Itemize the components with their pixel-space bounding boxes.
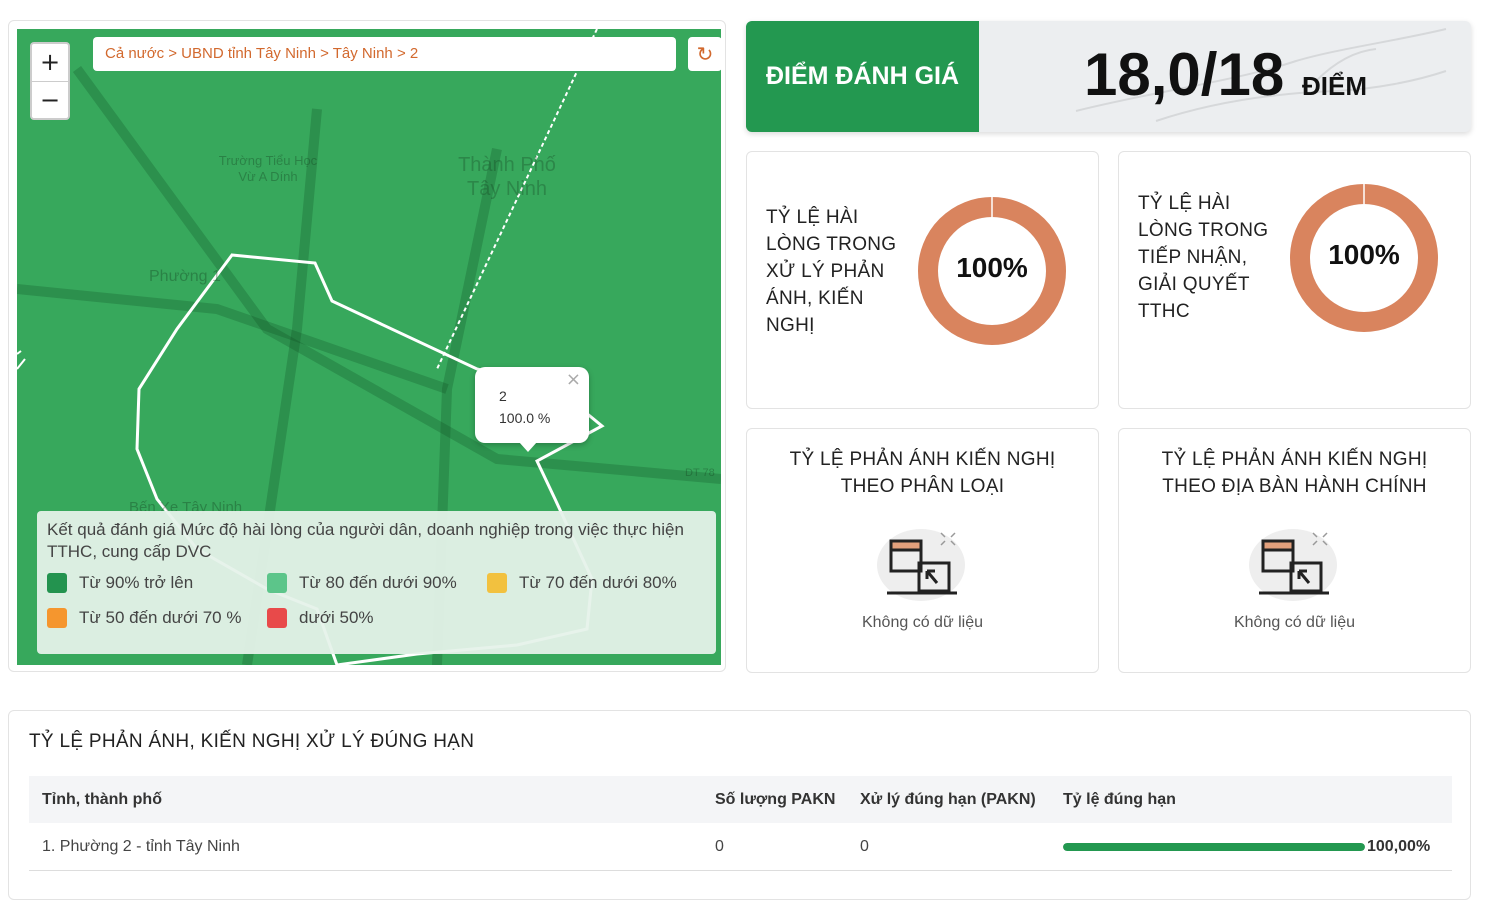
label-line: XỬ LÝ PHẢN xyxy=(766,261,885,282)
score-value: 18,0/18 xyxy=(1084,41,1285,108)
satisfaction-pakn-donut xyxy=(918,197,1066,345)
cell-count: 0 xyxy=(715,838,724,855)
satisfaction-tthc-donut xyxy=(1290,184,1438,332)
title-line: TỶ LỆ PHẢN ÁNH KIẾN NGHỊ xyxy=(1161,449,1428,470)
pakn-by-area-title: TỶ LỆ PHẢN ÁNH KIẾN NGHỊ THEO ĐỊA BÀN HÀ… xyxy=(1119,446,1470,500)
satisfaction-tthc-percent: 100% xyxy=(1328,239,1400,270)
score-unit: ĐIỂM xyxy=(1302,71,1367,101)
no-data-icon xyxy=(1249,529,1337,601)
map-breadcrumb[interactable]: Cả nước > UBND tỉnh Tây Ninh > Tây Ninh … xyxy=(93,37,676,71)
zoom-out-button[interactable]: − xyxy=(32,81,68,118)
cell-ontime: 0 xyxy=(860,838,869,855)
header-rate[interactable]: Tỷ lệ đúng hạn xyxy=(1063,791,1176,808)
header-province[interactable]: Tỉnh, thành phố xyxy=(42,791,162,808)
map-legend: Kết quả đánh giá Mức độ hài lòng của ngư… xyxy=(37,511,716,654)
ontime-table-title: TỶ LỆ PHẢN ÁNH, KIẾN NGHỊ XỬ LÝ ĐÚNG HẠN xyxy=(29,731,475,752)
close-icon[interactable]: × xyxy=(565,369,581,390)
map-label-ward: Phường 1 xyxy=(149,268,221,285)
satisfaction-tthc-card: TỶ LỆ HÀI LÒNG TRONG TIẾP NHẬN, GIẢI QUY… xyxy=(1118,151,1471,409)
popup-value: 100.0 % xyxy=(499,410,551,426)
rate-progress-fill xyxy=(1063,843,1365,851)
header-count[interactable]: Số lượng PAKN xyxy=(715,791,836,808)
table-header: Tỉnh, thành phố Số lượng PAKN Xử lý đúng… xyxy=(29,776,1452,823)
legend-item: Từ 50 đến dưới 70 % xyxy=(47,608,241,628)
bird-watermark-icon xyxy=(1075,28,1447,122)
legend-label: dưới 50% xyxy=(299,608,374,627)
satisfaction-pakn-percent: 100% xyxy=(956,252,1028,283)
label-line: TỶ LỆ HÀI xyxy=(1138,193,1231,214)
cell-rate: 100,00% xyxy=(1367,838,1431,855)
legend-label: Từ 50 đến dưới 70 % xyxy=(79,608,242,627)
popup-title: 2 xyxy=(499,388,507,404)
zoom-in-button[interactable]: + xyxy=(39,48,61,76)
map-view[interactable]: Trường Tiểu Học Vừ A Dính Thành Phố Tây … xyxy=(17,29,721,665)
label-line: TIẾP NHẬN, xyxy=(1138,247,1248,268)
legend-label: Từ 70 đến dưới 80% xyxy=(519,573,677,592)
pakn-by-type-title: TỶ LỆ PHẢN ÁNH KIẾN NGHỊ THEO PHÂN LOẠI xyxy=(747,446,1098,500)
satisfaction-pakn-card: TỶ LỆ HÀI LÒNG TRONG XỬ LÝ PHẢN ÁNH, KIẾ… xyxy=(746,151,1099,409)
label-line: GIẢI QUYẾT xyxy=(1138,274,1250,295)
legend-item: Từ 90% trở lên xyxy=(47,573,193,593)
map-popup: × 2 100.0 % xyxy=(475,367,589,452)
ontime-table-card: TỶ LỆ PHẢN ÁNH, KIẾN NGHỊ XỬ LÝ ĐÚNG HẠN… xyxy=(8,710,1471,900)
legend-item: Từ 70 đến dưới 80% xyxy=(487,573,677,593)
label-line: LÒNG TRONG xyxy=(1138,220,1269,241)
title-line: THEO PHÂN LOẠI xyxy=(840,476,1005,497)
legend-swatch xyxy=(47,573,67,593)
satisfaction-pakn-label: TỶ LỆ HÀI LÒNG TRONG XỬ LÝ PHẢN ÁNH, KIẾ… xyxy=(766,204,896,339)
no-data-text: Không có dữ liệu xyxy=(1233,614,1355,631)
table-row[interactable]: 1. Phường 2 - tỉnh Tây Ninh 0 0 100,00% xyxy=(29,823,1452,871)
map-label-city: Thành Phố Tây Ninh xyxy=(458,154,556,200)
label-line: TTHC xyxy=(1138,301,1190,322)
legend-swatch xyxy=(267,608,287,628)
no-data-icon xyxy=(877,529,965,601)
title-line: TỶ LỆ PHẢN ÁNH KIẾN NGHỊ xyxy=(789,449,1056,470)
legend-label: Từ 80 đến dưới 90% xyxy=(299,573,457,592)
score-card: ĐIỂM ĐÁNH GIÁ 18,0/18 ĐIỂM xyxy=(746,21,1471,132)
label-line: NGHỊ xyxy=(766,315,815,336)
label-line: LÒNG TRONG xyxy=(766,234,897,255)
score-label: ĐIỂM ĐÁNH GIÁ xyxy=(746,21,979,132)
map-label-school: Trường Tiểu Học Vừ A Dính xyxy=(218,153,318,184)
refresh-icon[interactable]: ↻ xyxy=(688,37,721,71)
no-data-text: Không có dữ liệu xyxy=(861,614,983,631)
legend-swatch xyxy=(267,573,287,593)
pakn-by-area-card: TỶ LỆ PHẢN ÁNH KIẾN NGHỊ THEO ĐỊA BÀN HÀ… xyxy=(1118,428,1471,673)
label-line: ÁNH, KIẾN xyxy=(766,288,864,309)
satisfaction-tthc-label: TỶ LỆ HÀI LÒNG TRONG TIẾP NHẬN, GIẢI QUY… xyxy=(1138,190,1268,325)
rate-progress-bar xyxy=(1063,843,1365,851)
zoom-control: + − xyxy=(30,42,70,120)
legend-item: dưới 50% xyxy=(267,608,374,628)
title-line: THEO ĐỊA BÀN HÀNH CHÍNH xyxy=(1162,476,1427,497)
map-label-road: DT 78 xyxy=(685,467,715,479)
legend-swatch xyxy=(47,608,67,628)
legend-item: Từ 80 đến dưới 90% xyxy=(267,573,457,593)
label-line: TỶ LỆ HÀI xyxy=(766,207,859,228)
legend-swatch xyxy=(487,573,507,593)
legend-label: Từ 90% trở lên xyxy=(79,573,194,592)
legend-title: Kết quả đánh giá Mức độ hài lòng của ngư… xyxy=(47,520,684,561)
cell-province: 1. Phường 2 - tỉnh Tây Ninh xyxy=(42,838,240,855)
header-ontime[interactable]: Xử lý đúng hạn (PAKN) xyxy=(860,791,1036,808)
map-card: Trường Tiểu Học Vừ A Dính Thành Phố Tây … xyxy=(8,20,726,672)
pakn-by-type-card: TỶ LỆ PHẢN ÁNH KIẾN NGHỊ THEO PHÂN LOẠI … xyxy=(746,428,1099,673)
